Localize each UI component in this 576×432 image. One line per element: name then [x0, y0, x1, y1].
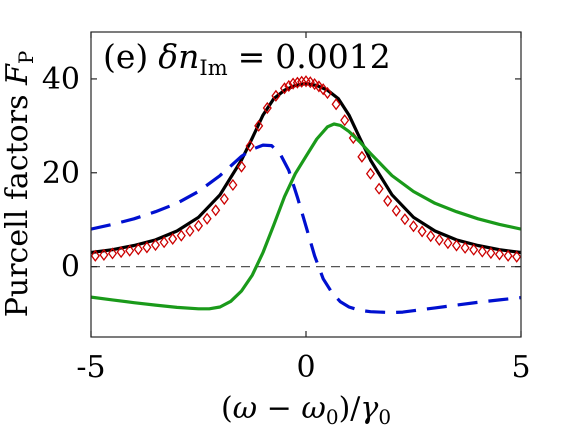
- data-point-marker: [150, 238, 161, 252]
- data-point-marker: [451, 239, 462, 252]
- x-tick-label: 0: [296, 350, 315, 385]
- data-point-marker: [322, 86, 333, 100]
- data-point-marker: [107, 247, 118, 260]
- plot-layer: [91, 75, 521, 315]
- x-label-gamma: γ: [360, 391, 378, 426]
- data-point-marker: [331, 98, 341, 111]
- data-point-marker: [408, 220, 419, 233]
- data-point-marker: [91, 249, 100, 262]
- data-point-marker: [292, 76, 302, 89]
- data-point-marker: [262, 101, 272, 115]
- data-point-marker: [426, 230, 436, 243]
- x-label-omega0: ω: [301, 391, 325, 426]
- data-point-marker: [133, 243, 143, 256]
- y-axis-label: Purcell factors FP: [0, 51, 38, 318]
- tick-layer: -5 0 5 0 20 40: [42, 32, 531, 385]
- data-point-marker: [357, 150, 367, 163]
- annotation-value: 0.0012: [275, 37, 390, 76]
- data-point-marker: [211, 204, 221, 217]
- data-point-marker: [236, 160, 247, 173]
- data-point-marker: [365, 167, 376, 180]
- data-point-marker: [486, 246, 496, 260]
- data-point-marker: [219, 192, 229, 206]
- data-point-marker: [284, 79, 294, 93]
- data-point-marker: [142, 241, 152, 254]
- panel-annotation: (e) δnIm = 0.0012: [103, 37, 391, 80]
- data-point-marker: [125, 244, 135, 257]
- data-point-marker: [202, 212, 212, 225]
- x-label-close: )/: [339, 391, 362, 426]
- series-line-3: [91, 143, 521, 315]
- data-point-marker: [310, 78, 320, 91]
- y-axis-label-symbol: F: [0, 63, 35, 86]
- data-point-marker: [159, 236, 169, 249]
- data-point-marker: [314, 80, 324, 93]
- data-point-marker: [477, 245, 487, 258]
- data-point-marker: [374, 182, 384, 195]
- data-point-marker: [318, 83, 328, 96]
- data-point-marker: [176, 229, 186, 242]
- data-point-marker: [434, 233, 444, 246]
- data-point-marker: [271, 89, 281, 102]
- series-line-2: [91, 122, 521, 311]
- data-point-marker: [245, 139, 255, 153]
- data-point-marker: [185, 224, 195, 238]
- data-point-marker: [383, 194, 393, 208]
- data-point-marker: [512, 250, 521, 263]
- data-point-marker: [503, 249, 513, 262]
- data-point-marker: [391, 204, 401, 217]
- data-point-marker: [340, 114, 350, 127]
- data-point-marker: [494, 248, 505, 261]
- y-tick-label: 0: [61, 250, 80, 285]
- data-point-marker: [297, 75, 307, 88]
- data-point-marker: [443, 237, 453, 250]
- data-point-marker: [400, 213, 410, 226]
- data-point-marker: [460, 241, 470, 254]
- plot-area: [91, 32, 521, 337]
- x-label-omega0-sub: 0: [326, 405, 339, 429]
- data-point-marker: [228, 178, 238, 192]
- x-tick-label: 5: [511, 350, 530, 385]
- data-point-marker: [279, 82, 290, 95]
- x-label-gamma-sub: 0: [378, 405, 391, 429]
- y-tick-label: 40: [42, 62, 80, 97]
- panel-label: (e): [103, 37, 148, 76]
- data-point-marker: [193, 219, 204, 232]
- series-line-0: [91, 82, 521, 255]
- x-tick-label: -5: [76, 350, 105, 385]
- annotation-subscript: Im: [199, 56, 227, 80]
- y-axis-label-text: Purcell factors: [0, 85, 35, 317]
- x-label-omega: ω: [233, 391, 257, 426]
- x-label-minus: −: [257, 391, 301, 426]
- data-point-marker: [99, 248, 109, 261]
- x-label-open: (: [221, 391, 233, 426]
- data-point-marker: [469, 243, 479, 256]
- y-axis-label-subscript: P: [14, 51, 38, 64]
- data-point-marker: [288, 77, 298, 90]
- annotation-equals: =: [238, 37, 266, 76]
- data-point-marker: [417, 225, 427, 238]
- series-markers-1: [91, 75, 521, 263]
- x-axis-label: (ω − ω0)/γ0: [221, 391, 391, 429]
- data-point-marker: [168, 232, 178, 246]
- y-tick-label: 20: [42, 156, 80, 191]
- annotation-symbol: δn: [158, 37, 199, 76]
- data-point-marker: [116, 245, 126, 259]
- data-point-marker: [254, 119, 264, 132]
